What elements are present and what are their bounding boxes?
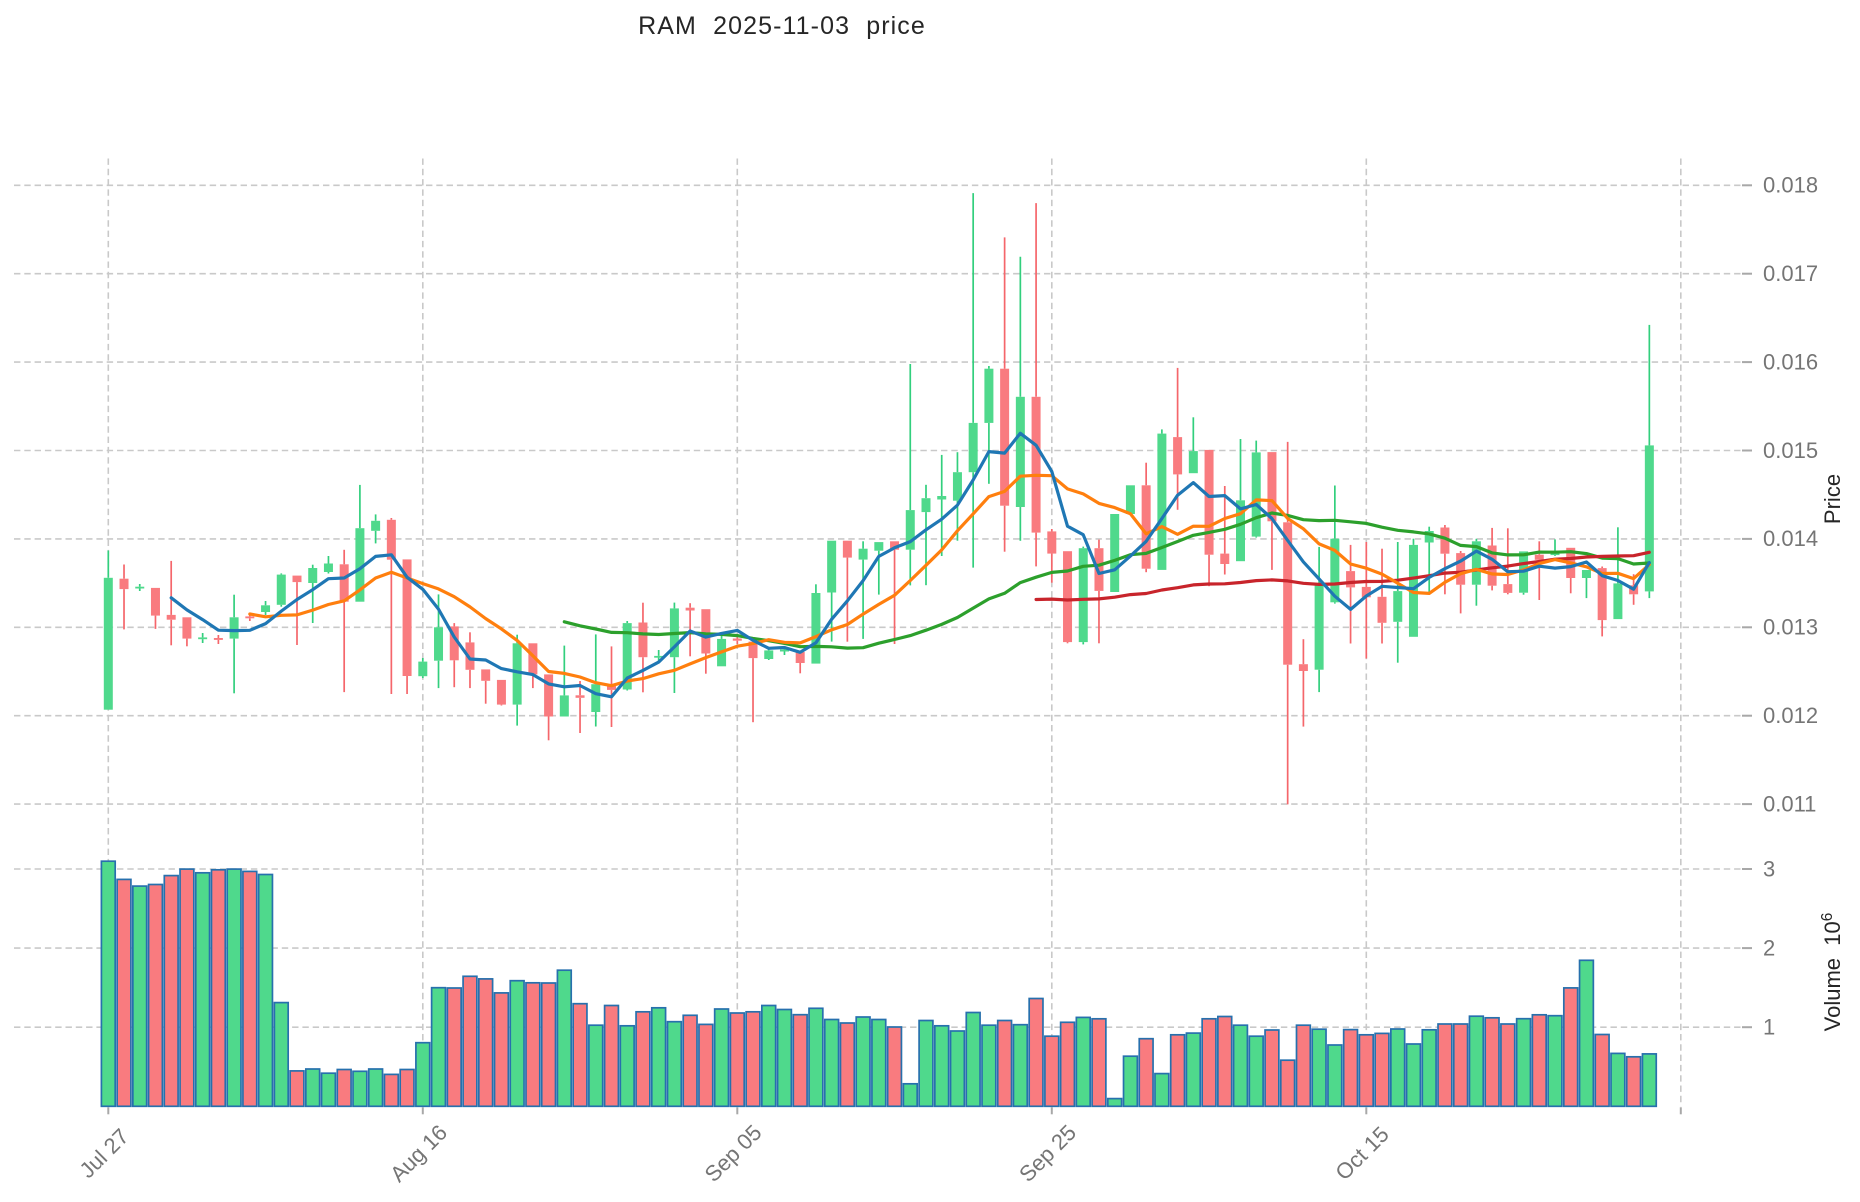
svg-text:Price: Price xyxy=(1820,474,1845,524)
svg-text:3: 3 xyxy=(1763,856,1775,881)
svg-text:0.012: 0.012 xyxy=(1763,703,1818,728)
svg-text:0.018: 0.018 xyxy=(1763,173,1818,198)
svg-text:0.011: 0.011 xyxy=(1763,791,1816,816)
svg-text:RAM 2025-11-03 price: RAM 2025-11-03 price xyxy=(638,12,926,40)
svg-text:0.017: 0.017 xyxy=(1763,261,1818,286)
svg-text:0.016: 0.016 xyxy=(1763,349,1818,374)
svg-text:0.014: 0.014 xyxy=(1763,526,1818,551)
svg-text:0.015: 0.015 xyxy=(1763,438,1818,463)
svg-text:2: 2 xyxy=(1763,935,1775,960)
svg-text:1: 1 xyxy=(1763,1015,1775,1040)
svg-text:Volume 106: Volume 106 xyxy=(1819,913,1845,1032)
svg-text:0.013: 0.013 xyxy=(1763,615,1818,640)
